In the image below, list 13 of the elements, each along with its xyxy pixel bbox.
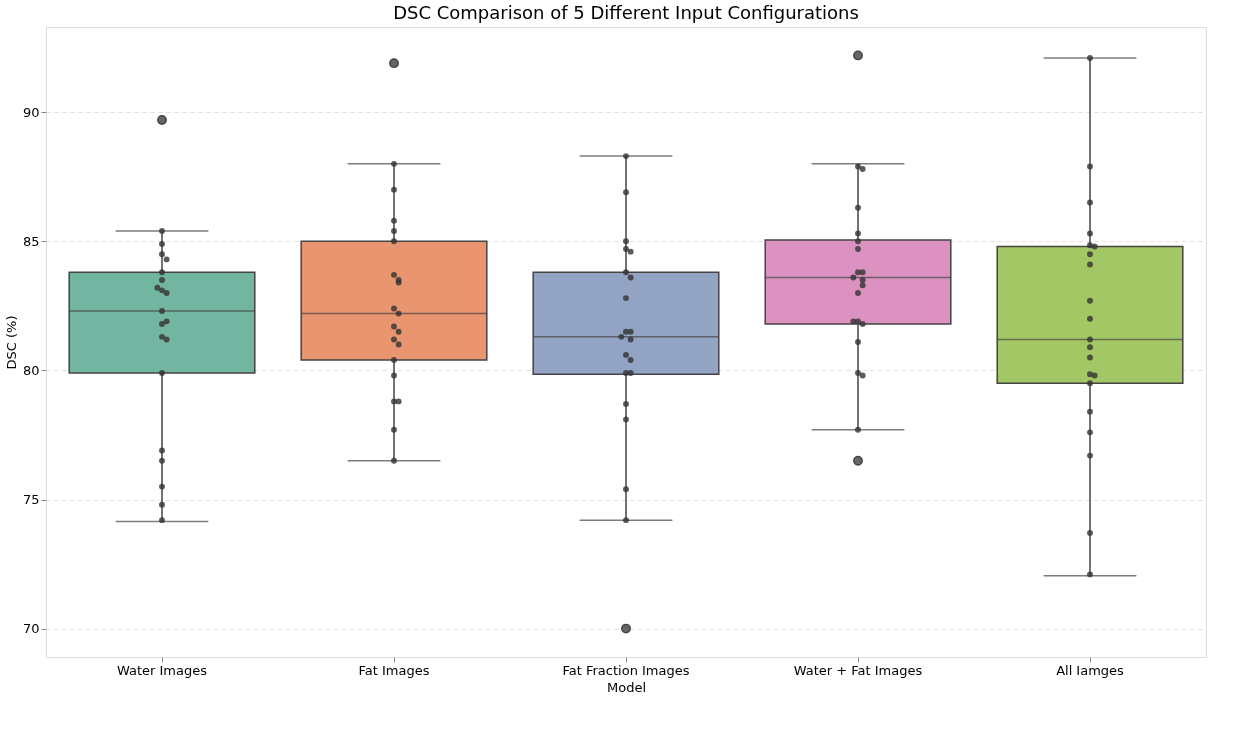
chart-title: DSC Comparison of 5 Different Input Configurations: [393, 2, 859, 23]
x-tick-label: All Iamges: [1056, 662, 1125, 678]
y-tick-label: 80: [22, 362, 40, 378]
x-axis-title: Model: [606, 679, 647, 695]
y-tick-label: 90: [22, 104, 40, 120]
y-tick-label: 70: [22, 621, 40, 637]
y-tick-label: 85: [22, 233, 40, 249]
x-tick-label: Water Images: [116, 662, 208, 678]
x-tick-label: Fat Images: [358, 662, 430, 678]
y-tick-label: 75: [22, 492, 40, 507]
y-axis-title: DSC (%): [3, 315, 19, 370]
x-tick-label: Fat Fraction Images: [562, 662, 690, 678]
x-tick-label: Water + Fat Images: [793, 662, 923, 678]
